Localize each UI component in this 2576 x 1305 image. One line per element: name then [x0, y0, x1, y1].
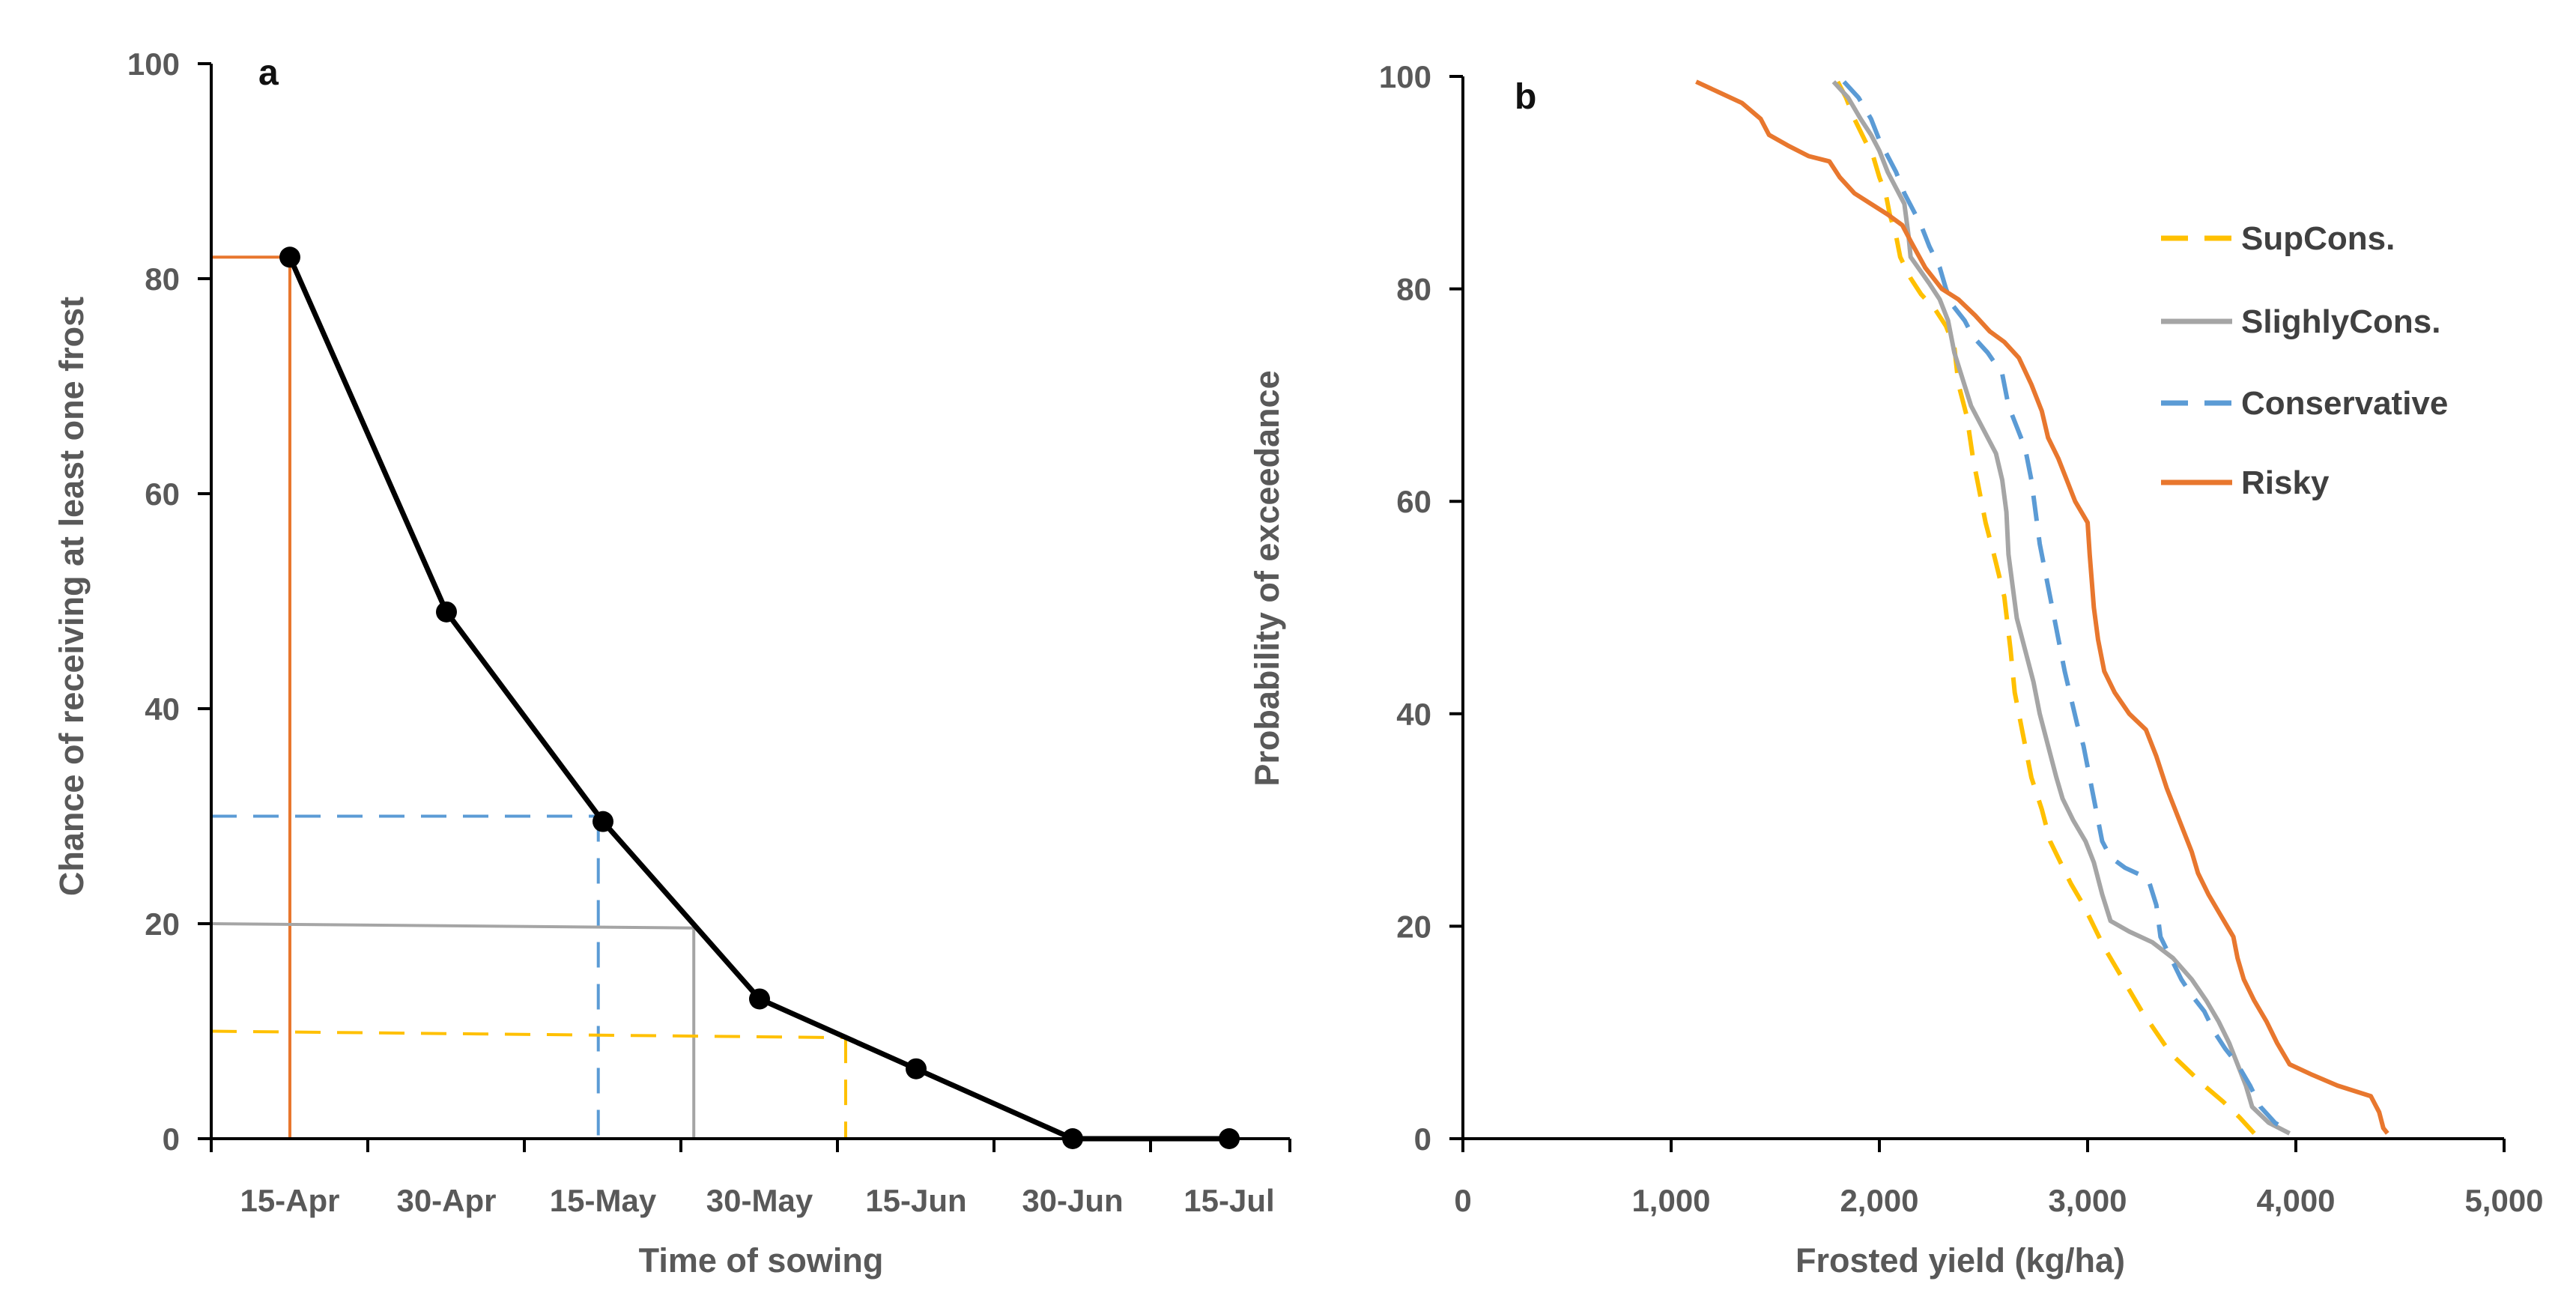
panel-a-y-axis-title: Chance of receiving at least one frost	[52, 297, 91, 896]
panel-b-x-tick-label-4000: 4,000	[2256, 1183, 2335, 1218]
panel-b-x-tick-label-0: 0	[1454, 1183, 1471, 1218]
data-point-30-apr	[436, 601, 457, 623]
panel-b-y-tick-label-20: 20	[1396, 909, 1431, 944]
data-point-15-apr	[279, 246, 300, 268]
panel-b-x-tick-label-2000: 2,000	[1840, 1183, 1918, 1218]
panel-a-series	[279, 246, 1240, 1149]
panel-a-x-tick-label-15-may: 15-May	[550, 1183, 657, 1218]
panel-b-y-tick-label-60: 60	[1396, 484, 1431, 519]
panel-b-x-axis-title: Frosted yield (kg/ha)	[1795, 1241, 2125, 1280]
panel-a-x-axis-title: Time of sowing	[639, 1241, 884, 1280]
series-line-risky	[1695, 79, 2389, 1135]
panel-b-series	[1695, 79, 2389, 1136]
panel-a-reference-lines	[210, 255, 847, 1139]
panel-a-y-tick-label-100: 100	[127, 46, 180, 82]
panel-b: b Frosted yield (kg/ha) Probability of e…	[1248, 59, 2544, 1280]
panel-b-label: b	[1515, 77, 1536, 117]
panel-a-y-tick-label-60: 60	[145, 476, 180, 512]
panel-b-y-tick-label-0: 0	[1414, 1121, 1431, 1157]
panel-b-y-axis-title: Probability of exceedance	[1248, 370, 1286, 786]
series-line-slighlycons	[1831, 80, 2291, 1136]
panel-a-x-tick-label-30-jun: 30-Jun	[1022, 1183, 1123, 1218]
data-point-15-jun	[906, 1058, 927, 1080]
data-point-30-jun	[1062, 1128, 1083, 1149]
legend-label-slighlycons: SlighlyCons.	[2241, 303, 2440, 340]
reference-hline-slighlycons	[210, 922, 694, 930]
reference-hline-supcons	[210, 1029, 846, 1040]
panel-b-x-tick-label-3000: 3,000	[2048, 1183, 2127, 1218]
panel-a: a Time of sowing Chance of receiving at …	[52, 46, 1291, 1280]
panel-a-label: a	[258, 53, 279, 93]
panel-b-y-tick-label-80: 80	[1396, 272, 1431, 307]
panel-a-x-tick-label-15-jun: 15-Jun	[865, 1183, 966, 1218]
panel-a-x-tick-label-15-apr: 15-Apr	[240, 1183, 339, 1218]
panel-b-axes: 0 20 40 60 80 100 0 1,000 2,000 3,000 4,000 5,000	[1379, 59, 2544, 1218]
panel-b-x-tick-label-1000: 1,000	[1631, 1183, 1710, 1218]
panel-a-x-tick-label-30-may: 30-May	[706, 1183, 813, 1218]
panel-a-axes: 0 20 40 60 80 100 15-Apr 30-Apr 15-May 30-May 15-J…	[127, 46, 1291, 1218]
panel-a-y-tick-label-80: 80	[145, 261, 180, 297]
legend-label-supcons: SupCons.	[2241, 220, 2395, 257]
panel-b-y-tick-label-100: 100	[1379, 59, 1431, 94]
data-point-15-may	[593, 811, 613, 832]
data-point-15-jul	[1219, 1128, 1240, 1149]
series-line-supcons	[1835, 80, 2256, 1135]
panel-a-y-tick-label-40: 40	[145, 691, 180, 727]
panel-b-legend: SupCons. SlighlyCons. Conservative Risky	[2161, 220, 2448, 501]
panel-b-y-tick-label-40: 40	[1396, 697, 1431, 732]
legend-label-risky: Risky	[2241, 464, 2330, 501]
data-point-30-may	[749, 988, 770, 1010]
panel-a-x-tick-label-30-apr: 30-Apr	[396, 1183, 496, 1218]
panel-a-x-tick-label-15-jul: 15-Jul	[1184, 1183, 1274, 1218]
panel-a-y-tick-label-20: 20	[145, 906, 180, 942]
panel-a-y-tick-label-0: 0	[163, 1121, 180, 1157]
panel-b-x-tick-label-5000: 5,000	[2464, 1183, 2543, 1218]
legend-label-conservative: Conservative	[2241, 385, 2448, 422]
